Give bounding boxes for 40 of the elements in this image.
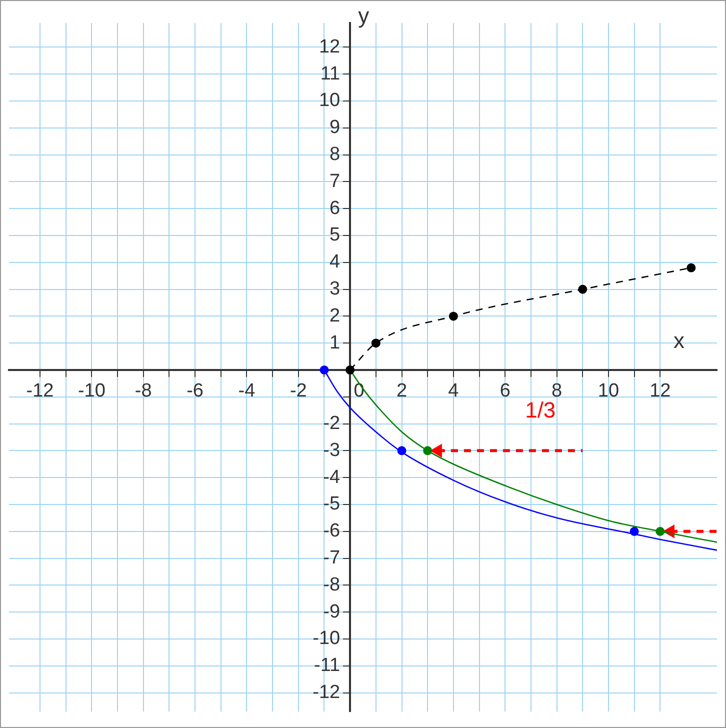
x-tick-label: 10 — [598, 380, 620, 402]
x-axis-title: x — [674, 328, 684, 354]
y-tick-label: -6 — [323, 520, 340, 542]
point — [578, 284, 588, 294]
y-axis-title: y — [358, 3, 370, 28]
y-tick-label: 10 — [318, 90, 340, 112]
y-tick-label: 6 — [330, 198, 340, 219]
y-tick-label: -10 — [312, 628, 340, 650]
x-tick-label: -12 — [26, 380, 54, 402]
y-tick-label: -9 — [323, 601, 340, 622]
y-tick-label: -3 — [323, 440, 340, 461]
y-tick-label: -12 — [312, 682, 340, 704]
y-tick-label: 3 — [330, 278, 340, 300]
x-tick-label: -2 — [290, 380, 307, 402]
point — [686, 263, 696, 272]
y-tick-label: 4 — [330, 252, 340, 273]
y-tick-label: -7 — [323, 548, 340, 569]
y-tick-label: -8 — [323, 574, 340, 596]
y-tick-label: 12 — [318, 36, 340, 58]
x-tick-label: -6 — [186, 380, 204, 402]
y-tick-label: 1 — [330, 332, 340, 354]
y-tick-label: 7 — [330, 170, 340, 192]
point — [448, 312, 458, 321]
point — [371, 338, 380, 348]
x-tick-label: -8 — [134, 380, 152, 402]
y-tick-label: -4 — [323, 466, 340, 488]
x-tick-label: 4 — [448, 380, 460, 402]
y-tick-label: 8 — [330, 144, 340, 166]
x-tick-label: -10 — [78, 380, 106, 402]
x-tick-label: 12 — [650, 380, 671, 402]
x-tick-label: 6 — [500, 380, 510, 402]
x-tick-label: 2 — [396, 380, 408, 402]
y-tick-label: 11 — [320, 63, 340, 84]
y-tick-label: -5 — [323, 494, 340, 515]
y-tick-label: -11 — [314, 655, 340, 676]
y-tick-label: 9 — [330, 117, 340, 138]
y-tick-label: 5 — [330, 224, 340, 246]
x-tick-label: -4 — [238, 380, 256, 402]
y-tick-label: -2 — [323, 413, 340, 434]
y-tick-label: 2 — [330, 305, 340, 326]
